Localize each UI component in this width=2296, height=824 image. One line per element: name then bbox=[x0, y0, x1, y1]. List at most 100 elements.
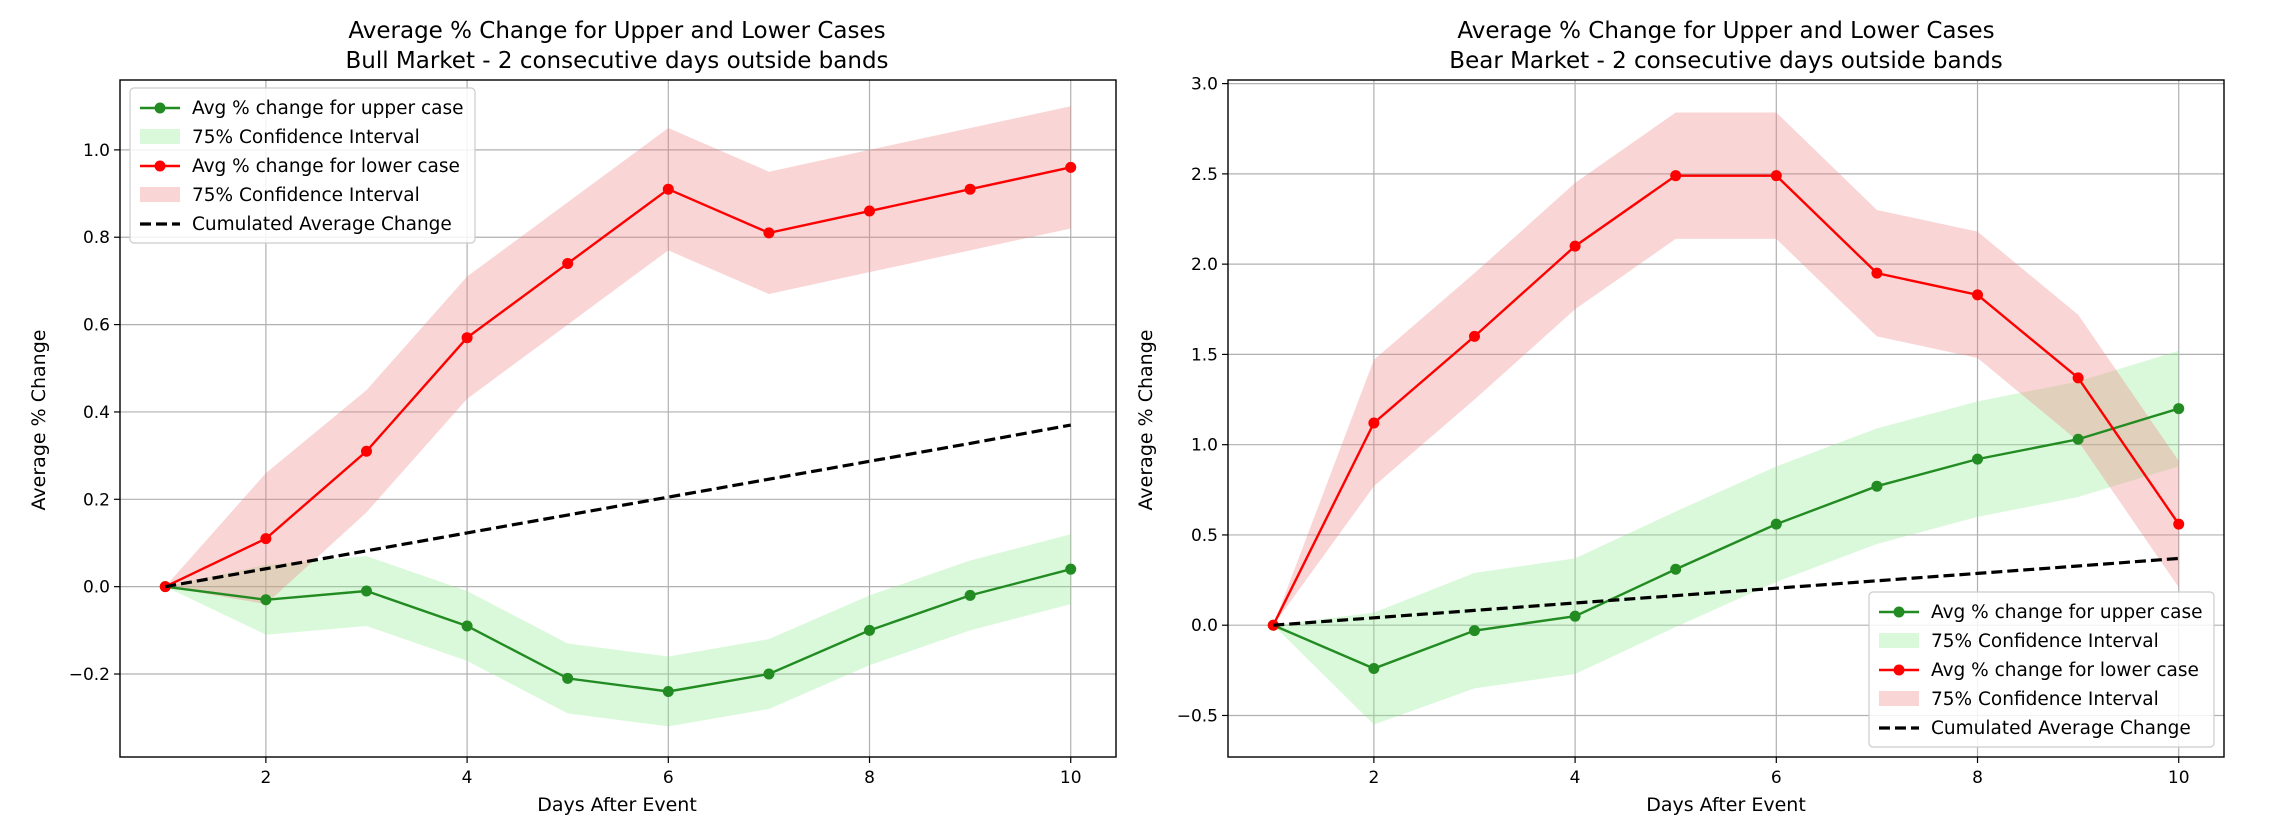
y-tick-label: 0.2 bbox=[83, 490, 110, 510]
data-point bbox=[964, 589, 976, 601]
x-tick-label: 4 bbox=[1570, 768, 1581, 788]
x-tick-label: 6 bbox=[663, 768, 674, 788]
legend-marker bbox=[154, 102, 166, 114]
chart-subtitle: Bull Market - 2 consecutive days outside… bbox=[345, 48, 888, 74]
data-point bbox=[964, 183, 976, 195]
data-point bbox=[2072, 372, 2084, 384]
x-tick-label: 10 bbox=[2168, 768, 2190, 788]
legend-entry: 75% Confidence Interval bbox=[140, 185, 420, 206]
y-tick-label: 0.0 bbox=[1191, 616, 1218, 636]
data-point bbox=[1871, 480, 1883, 492]
y-tick-label: 1.5 bbox=[1191, 345, 1218, 365]
legend-label: Avg % change for lower case bbox=[1931, 660, 2199, 681]
data-point bbox=[461, 332, 473, 344]
data-point bbox=[1569, 610, 1581, 622]
legend-label: Avg % change for lower case bbox=[192, 156, 460, 177]
chart-title: Average % Change for Upper and Lower Cas… bbox=[1457, 18, 1994, 44]
data-point bbox=[2173, 518, 2185, 530]
legend-label: Cumulated Average Change bbox=[1931, 718, 2191, 739]
legend-label: 75% Confidence Interval bbox=[1931, 631, 2159, 652]
legend-swatch bbox=[140, 187, 180, 202]
confidence-band-1 bbox=[1273, 112, 2179, 626]
legend-entry: Cumulated Average Change bbox=[1879, 718, 2191, 739]
data-point bbox=[260, 533, 272, 545]
legend-marker bbox=[154, 160, 166, 172]
y-axis-label: Average % Change bbox=[28, 330, 50, 511]
y-tick-label: 0.0 bbox=[83, 578, 110, 598]
plot-area: 2 4 6 8 10 −0.5 0.0 0.5 1.0 1.5 2.0 2.5 3.0 bbox=[1177, 75, 2225, 788]
x-tick-label: 10 bbox=[1060, 768, 1082, 788]
data-point bbox=[662, 685, 674, 697]
x-tick-label: 2 bbox=[260, 768, 271, 788]
data-point bbox=[864, 624, 876, 636]
legend-label: 75% Confidence Interval bbox=[1931, 689, 2159, 710]
y-tick-label: 2.5 bbox=[1191, 165, 1218, 185]
x-axis-label: Days After Event bbox=[537, 794, 697, 816]
x-tick-label: 6 bbox=[1771, 768, 1782, 788]
series-line-2 bbox=[164, 423, 1072, 589]
legend-label: 75% Confidence Interval bbox=[192, 185, 420, 206]
chart-bear-market: Average % Change for Upper and Lower Cas… bbox=[1135, 18, 2225, 816]
data-point bbox=[1368, 663, 1380, 675]
series-line-2 bbox=[1273, 556, 2179, 627]
legend-label: 75% Confidence Interval bbox=[192, 127, 420, 148]
y-tick-label: 0.8 bbox=[83, 228, 110, 248]
data-point bbox=[1468, 625, 1480, 637]
legend-swatch bbox=[1879, 691, 1919, 706]
legend-swatch bbox=[1879, 633, 1919, 648]
y-tick-label: 3.0 bbox=[1191, 75, 1218, 95]
data-point bbox=[1065, 563, 1077, 575]
data-point bbox=[562, 672, 574, 684]
axes-frame bbox=[119, 79, 1117, 758]
legend-box bbox=[129, 87, 476, 244]
y-tick-label: 0.4 bbox=[83, 403, 110, 423]
x-axis-label: Days After Event bbox=[1646, 794, 1806, 816]
y-tick-label: 1.0 bbox=[1191, 436, 1218, 456]
legend-entry: Avg % change for upper case bbox=[1879, 602, 2203, 623]
legend-label: Avg % change for upper case bbox=[1931, 602, 2203, 623]
series-line-1 bbox=[1272, 174, 2180, 626]
legend-entry: 75% Confidence Interval bbox=[1879, 631, 2159, 652]
data-point bbox=[260, 594, 272, 606]
y-tick-label: 0.5 bbox=[1191, 526, 1218, 546]
data-point bbox=[1065, 161, 1077, 173]
confidence-band-0 bbox=[165, 534, 1071, 727]
data-point bbox=[2072, 433, 2084, 445]
legend-entry: 75% Confidence Interval bbox=[140, 127, 420, 148]
data-point bbox=[1468, 330, 1480, 342]
legend-entry: Avg % change for lower case bbox=[1879, 660, 2199, 681]
y-tick-label: −0.2 bbox=[69, 665, 110, 685]
data-point bbox=[864, 205, 876, 217]
chart-subtitle: Bear Market - 2 consecutive days outside… bbox=[1449, 48, 2002, 74]
series-line-0 bbox=[1272, 407, 2180, 670]
series-line-1 bbox=[164, 166, 1071, 588]
data-point bbox=[2173, 403, 2185, 415]
y-tick-label: 0.6 bbox=[83, 316, 110, 336]
legend: Avg % change for upper case 75% Confidenc… bbox=[129, 87, 476, 244]
data-point bbox=[763, 668, 775, 680]
confidence-band-0 bbox=[1273, 350, 2179, 725]
data-point bbox=[662, 183, 674, 195]
x-tick-label: 8 bbox=[864, 768, 875, 788]
data-point bbox=[1871, 267, 1883, 279]
legend-marker bbox=[1893, 606, 1905, 618]
chart-bull-market: Average % Change for Upper and Lower Cas… bbox=[28, 18, 1117, 816]
legend: Avg % change for upper case 75% Confidenc… bbox=[1868, 591, 2215, 748]
plot-area: 2 4 6 8 10 −0.2 0.0 0.2 0.4 0.6 0.8 1.0 bbox=[69, 79, 1117, 788]
data-point bbox=[360, 585, 372, 597]
x-tick-label: 8 bbox=[1972, 768, 1983, 788]
data-point bbox=[1670, 563, 1682, 575]
data-point bbox=[1972, 289, 1984, 301]
legend-box bbox=[1868, 591, 2215, 748]
legend-swatch bbox=[140, 129, 180, 144]
y-axis-label: Average % Change bbox=[1135, 330, 1157, 511]
data-point bbox=[461, 620, 473, 632]
data-point bbox=[1368, 417, 1380, 429]
data-point bbox=[1770, 518, 1782, 530]
legend-entry: 75% Confidence Interval bbox=[1879, 689, 2159, 710]
chart-title: Average % Change for Upper and Lower Cas… bbox=[348, 18, 885, 44]
data-point bbox=[1770, 170, 1782, 182]
axes-frame bbox=[1227, 79, 2225, 758]
y-tick-label: 1.0 bbox=[83, 141, 110, 161]
